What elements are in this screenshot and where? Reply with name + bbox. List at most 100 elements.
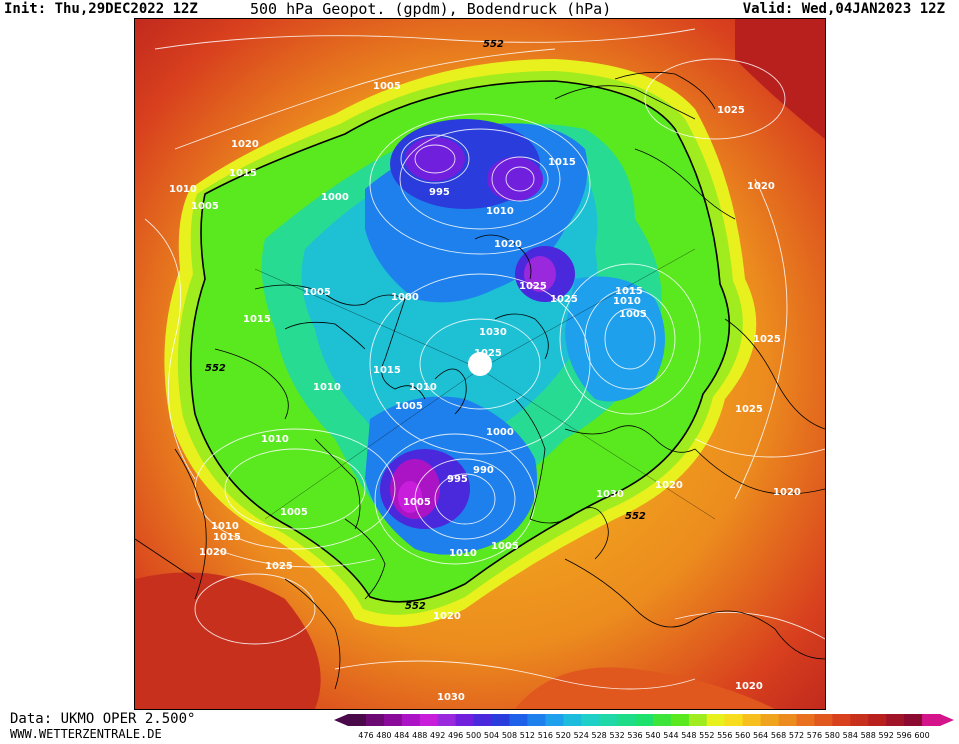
colorbar-tick-label: 496 bbox=[448, 731, 463, 740]
colorbar-tick-label: 480 bbox=[376, 731, 391, 740]
colorbar-tick-label: 512 bbox=[520, 731, 535, 740]
colorbar-tick-label: 532 bbox=[609, 731, 624, 740]
purple-trough bbox=[524, 256, 556, 292]
pressure-label: 1015 bbox=[229, 168, 257, 179]
pressure-label: 1020 bbox=[735, 681, 763, 692]
map-title: 500 hPa Geopot. (gpdm), Bodendruck (hPa) bbox=[250, 0, 612, 18]
pressure-label: 1005 bbox=[619, 309, 647, 320]
pressure-label: 995 bbox=[429, 187, 450, 198]
colorbar-tick-label: 520 bbox=[556, 731, 571, 740]
colorbar-swatch bbox=[922, 714, 941, 726]
colorbar-swatch bbox=[670, 714, 690, 726]
pressure-label: 1020 bbox=[655, 480, 683, 491]
pressure-label: 1000 bbox=[486, 427, 514, 438]
pressure-label: 1010 bbox=[409, 382, 437, 393]
pressure-label: 1015 bbox=[243, 314, 271, 325]
contour-label-552-left: 552 bbox=[205, 363, 226, 374]
colorbar-tick-label: 596 bbox=[896, 731, 911, 740]
pressure-label: 1005 bbox=[191, 201, 219, 212]
colorbar-swatch bbox=[509, 714, 528, 726]
pressure-label: 1010 bbox=[449, 548, 477, 559]
colorbar-tick-label: 524 bbox=[574, 731, 589, 740]
colorbar-arrow-low bbox=[334, 714, 348, 726]
colorbar-tick-label: 536 bbox=[627, 731, 642, 740]
contour-label-552-bottom: 552 bbox=[405, 601, 426, 612]
colorbar-swatch bbox=[599, 714, 618, 726]
pressure-label: 1020 bbox=[199, 547, 227, 558]
colorbar-tick-label: 576 bbox=[807, 731, 822, 740]
colorbar-swatch bbox=[850, 714, 869, 726]
colorbar-swatch bbox=[348, 714, 367, 726]
pressure-label: 1020 bbox=[231, 139, 259, 150]
colorbar-swatch bbox=[581, 714, 600, 726]
colorbar-tick-label: 552 bbox=[699, 731, 714, 740]
pressure-label: 1025 bbox=[519, 281, 547, 292]
colorbar-swatch bbox=[688, 714, 708, 726]
colorbar-swatch bbox=[383, 714, 403, 726]
colorbar-tick-label: 600 bbox=[914, 731, 929, 740]
colorbar-swatch bbox=[365, 714, 385, 726]
pressure-label: 1030 bbox=[479, 327, 507, 338]
colorbar-swatch bbox=[706, 714, 726, 726]
colorbar-swatch bbox=[545, 714, 564, 726]
pressure-label: 1010 bbox=[613, 296, 641, 307]
colorbar-swatch bbox=[904, 714, 923, 726]
colorbar-swatch bbox=[742, 714, 762, 726]
pressure-label: 1010 bbox=[261, 434, 289, 445]
pressure-label: 1030 bbox=[437, 692, 465, 703]
colorbar-tick-label: 540 bbox=[645, 731, 660, 740]
isobar-lines bbox=[144, 28, 825, 690]
colorbar-tick-label: 508 bbox=[502, 731, 517, 740]
contour-552-labels: 552 552 552 552 bbox=[205, 39, 646, 612]
colorbar-tick-label: 528 bbox=[592, 731, 607, 740]
colorbar-swatch bbox=[455, 714, 475, 726]
pressure-label: 995 bbox=[447, 474, 468, 485]
coastlines bbox=[135, 71, 825, 690]
pressure-label: 1010 bbox=[169, 184, 197, 195]
north-pole-marker bbox=[468, 352, 492, 376]
colorbar-swatch bbox=[760, 714, 780, 726]
colorbar-tick-label: 564 bbox=[753, 731, 768, 740]
pressure-label: 1025 bbox=[550, 294, 578, 305]
contour-label-552-right: 552 bbox=[625, 511, 646, 522]
pressure-label: 1015 bbox=[548, 157, 576, 168]
colorbar-tick-label: 500 bbox=[466, 731, 481, 740]
init-time-label: Init: Thu,29DEC2022 12Z bbox=[4, 1, 198, 17]
colorbar-tick-label: 568 bbox=[771, 731, 786, 740]
pressure-label: 1005 bbox=[303, 287, 331, 298]
contour-label-552-top: 552 bbox=[483, 39, 504, 50]
colorbar-swatch bbox=[401, 714, 421, 726]
graticule bbox=[254, 248, 716, 520]
pressure-label: 1010 bbox=[486, 206, 514, 217]
polar-stereographic-map: 552 552 552 552 1005 1020 1015 1010 1005… bbox=[134, 18, 826, 710]
warm-region-topright bbox=[735, 19, 825, 139]
colorbar-swatch bbox=[437, 714, 457, 726]
colorbar-tick-label: 556 bbox=[717, 731, 732, 740]
colorbar-swatch bbox=[527, 714, 546, 726]
pressure-label: 1020 bbox=[747, 181, 775, 192]
pressure-label: 990 bbox=[473, 465, 494, 476]
pressure-label: 1020 bbox=[433, 611, 461, 622]
pressure-label: 1025 bbox=[753, 334, 781, 345]
pressure-label: 1020 bbox=[494, 239, 522, 250]
colorbar-tick-label: 492 bbox=[430, 731, 445, 740]
pressure-label: 1015 bbox=[373, 365, 401, 376]
pressure-labels: 1005 1020 1015 1010 1005 1000 995 1015 1… bbox=[169, 81, 801, 703]
colorbar-swatch bbox=[832, 714, 851, 726]
colorbar-tick-label: 580 bbox=[825, 731, 840, 740]
pressure-label: 1005 bbox=[280, 507, 308, 518]
colorbar-swatch bbox=[886, 714, 905, 726]
colorbar-swatch bbox=[814, 714, 833, 726]
pressure-label: 1005 bbox=[395, 401, 423, 412]
colorbar-swatch bbox=[563, 714, 582, 726]
data-source-label: Data: UKMO OPER 2.500° bbox=[10, 711, 196, 727]
colorbar-tick-label: 588 bbox=[861, 731, 876, 740]
pressure-label: 1025 bbox=[474, 348, 502, 359]
pressure-label: 1005 bbox=[403, 497, 431, 508]
colorbar-swatch bbox=[778, 714, 797, 726]
pressure-label: 1030 bbox=[596, 489, 624, 500]
colorbar-tick-label: 516 bbox=[538, 731, 553, 740]
pressure-label: 1025 bbox=[717, 105, 745, 116]
purple-low-top-left bbox=[405, 137, 465, 181]
colorbar-swatch bbox=[419, 714, 439, 726]
